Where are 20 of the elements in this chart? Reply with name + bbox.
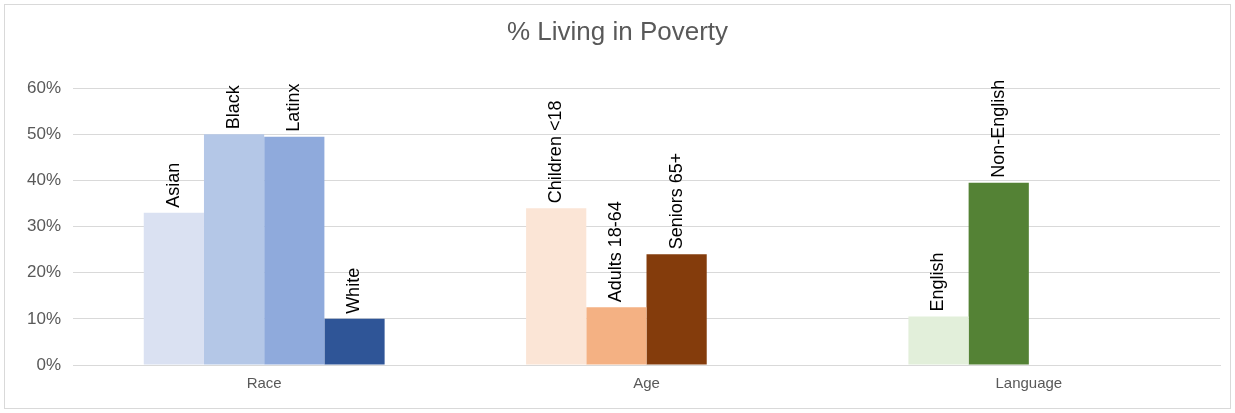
y-tick-label: 10% xyxy=(26,308,62,328)
text: Seniors 65+ xyxy=(665,152,686,250)
x-tick-label: Language xyxy=(995,374,1063,392)
x-tick-label: Race xyxy=(246,374,282,392)
x-tick-label: Age xyxy=(633,374,660,392)
chart-title: % Living in Poverty xyxy=(506,15,729,46)
text: Children <18 xyxy=(545,100,566,204)
text: Adults 18-64 xyxy=(605,201,626,303)
text: Non-English xyxy=(987,79,1008,178)
text: Asian xyxy=(162,162,183,208)
y-tick-label: 60% xyxy=(26,77,62,97)
y-tick-label: 40% xyxy=(26,170,62,190)
text: Black xyxy=(223,84,244,130)
y-tick-label: 50% xyxy=(26,124,62,144)
y-tick-label: 30% xyxy=(26,216,62,236)
text: Latinx xyxy=(283,83,304,132)
y-tick-label: 20% xyxy=(26,262,62,282)
text: English xyxy=(927,252,948,312)
text: White xyxy=(343,267,364,314)
y-tick-label: 0% xyxy=(36,354,62,374)
